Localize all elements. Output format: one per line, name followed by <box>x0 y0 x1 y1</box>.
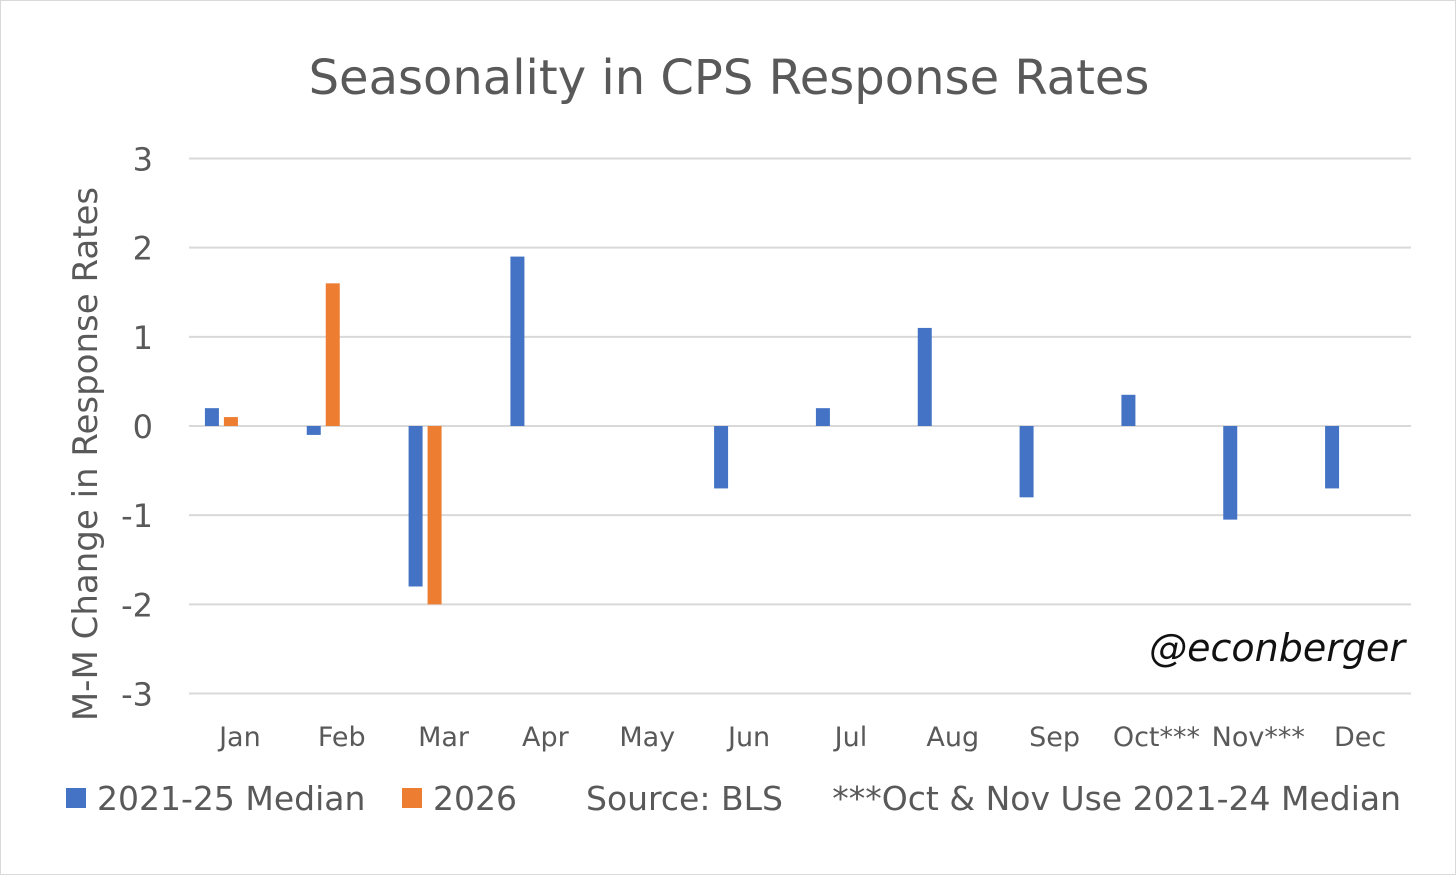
bar-2021-25-median-aug <box>917 327 932 426</box>
bar-2021-25-median-sep <box>1019 426 1034 498</box>
bar-2026-mar <box>427 426 442 605</box>
y-tick-label: 2 <box>133 230 153 268</box>
x-tick-label: Jun <box>726 722 770 753</box>
bar-2026-feb <box>325 283 340 426</box>
y-tick-label: -3 <box>121 676 153 714</box>
y-tick-label: -1 <box>121 497 153 535</box>
legend-swatch-2026 <box>402 788 422 808</box>
x-tick-label: Sep <box>1029 722 1080 753</box>
x-tick-label: Dec <box>1334 722 1386 753</box>
bar-2021-25-median-oct <box>1121 394 1136 426</box>
x-tick-label: Jan <box>217 722 261 753</box>
bar-2021-25-median-jan <box>204 408 219 426</box>
x-tick-label: Feb <box>318 722 366 753</box>
footnote: ***Oct & Nov Use 2021-24 Median <box>832 779 1401 818</box>
bar-2021-25-median-mar <box>408 426 423 587</box>
y-tick-label: -2 <box>121 586 153 624</box>
bar-2021-25-median-apr <box>510 256 525 426</box>
y-tick-label: 0 <box>133 408 153 446</box>
bar-2026-jan <box>223 417 238 426</box>
y-axis-label: M-M Change in Response Rates <box>66 187 106 721</box>
legend-label-2021-25-median: 2021-25 Median <box>97 779 365 818</box>
source-note: Source: BLS <box>586 779 783 818</box>
x-tick-label: Jul <box>833 722 868 753</box>
bar-2021-25-median-nov <box>1223 426 1238 520</box>
bar-2021-25-median-dec <box>1325 426 1340 489</box>
bar-2021-25-median-jun <box>714 426 729 489</box>
x-tick-label: May <box>619 722 675 753</box>
x-tick-label: Mar <box>418 722 470 753</box>
y-tick-label: 3 <box>133 141 153 179</box>
bar-2021-25-median-feb <box>306 426 321 435</box>
chart-title: Seasonality in CPS Response Rates <box>309 50 1150 106</box>
legend-swatch-2021-25-median <box>66 788 86 808</box>
x-tick-label: Nov*** <box>1212 722 1305 753</box>
x-tick-label: Oct*** <box>1113 722 1200 753</box>
x-tick-label: Apr <box>522 722 570 753</box>
x-tick-label: Aug <box>926 722 979 753</box>
watermark: @econberger <box>1149 626 1407 670</box>
y-tick-label: 1 <box>133 319 153 357</box>
bar-2021-25-median-jul <box>815 408 830 426</box>
legend-label-2026: 2026 <box>433 779 517 818</box>
